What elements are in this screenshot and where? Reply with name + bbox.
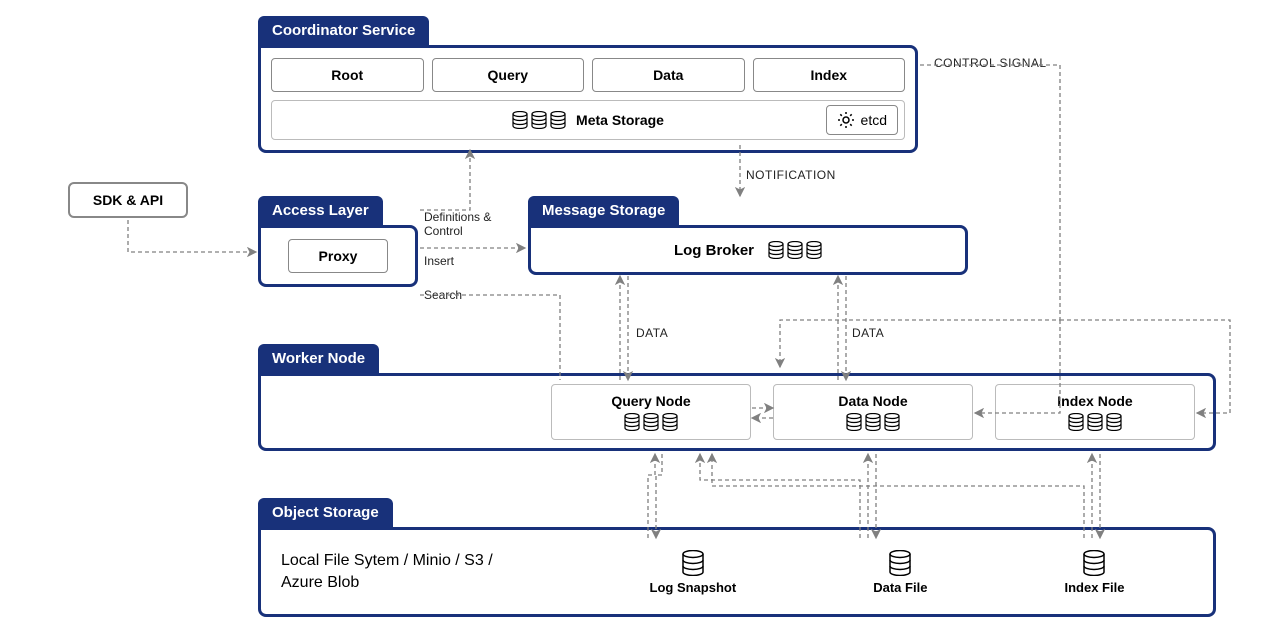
index-file-item: Index File: [1064, 550, 1124, 595]
message-header: Message Storage: [528, 196, 679, 225]
data-file-item: Data File: [873, 550, 927, 595]
worker-container: Worker Node Query Node Data Node Index N…: [258, 344, 1216, 451]
log-snapshot-item: Log Snapshot: [650, 550, 737, 595]
etcd-box: etcd: [826, 105, 898, 135]
data-label-1: DATA: [636, 326, 668, 340]
coordinator-root-box: Root: [271, 58, 424, 92]
sdk-api-box: SDK & API: [68, 182, 188, 218]
query-node-box: Query Node: [551, 384, 751, 440]
db-icon: [1083, 550, 1105, 576]
db-icon: [512, 111, 566, 129]
control-signal-label: CONTROL SIGNAL: [934, 56, 1047, 70]
db-icon: [889, 550, 911, 576]
data-node-box: Data Node: [773, 384, 973, 440]
coordinator-query-box: Query: [432, 58, 585, 92]
db-icon: [768, 241, 822, 259]
db-icon: [1068, 413, 1122, 431]
log-broker-label: Log Broker: [674, 242, 754, 259]
insert-label: Insert: [424, 254, 454, 268]
coordinator-container: Coordinator Service Root Query Data Inde…: [258, 16, 918, 153]
db-icon: [682, 550, 704, 576]
coordinator-data-box: Data: [592, 58, 745, 92]
defs-control-label: Definitions & Control: [424, 210, 504, 239]
access-header: Access Layer: [258, 196, 383, 225]
data-label-2: DATA: [852, 326, 884, 340]
object-desc: Local File Sytem / Minio / S3 / Azure Bl…: [281, 550, 501, 595]
db-icon: [846, 413, 900, 431]
sdk-api-label: SDK & API: [93, 192, 163, 208]
coordinator-index-box: Index: [753, 58, 906, 92]
index-node-box: Index Node: [995, 384, 1195, 440]
object-header: Object Storage: [258, 498, 393, 527]
db-icon: [624, 413, 678, 431]
worker-header: Worker Node: [258, 344, 379, 373]
meta-storage-label: Meta Storage: [576, 112, 664, 128]
proxy-box: Proxy: [288, 239, 388, 273]
meta-storage-box: Meta Storage etcd: [271, 100, 905, 140]
notification-label: NOTIFICATION: [746, 168, 836, 182]
gear-icon: [837, 111, 855, 129]
access-container: Access Layer Proxy: [258, 196, 418, 287]
object-container: Object Storage Local File Sytem / Minio …: [258, 498, 1216, 617]
coordinator-header: Coordinator Service: [258, 16, 429, 45]
message-container: Message Storage Log Broker: [528, 196, 968, 275]
search-label: Search: [424, 288, 462, 302]
